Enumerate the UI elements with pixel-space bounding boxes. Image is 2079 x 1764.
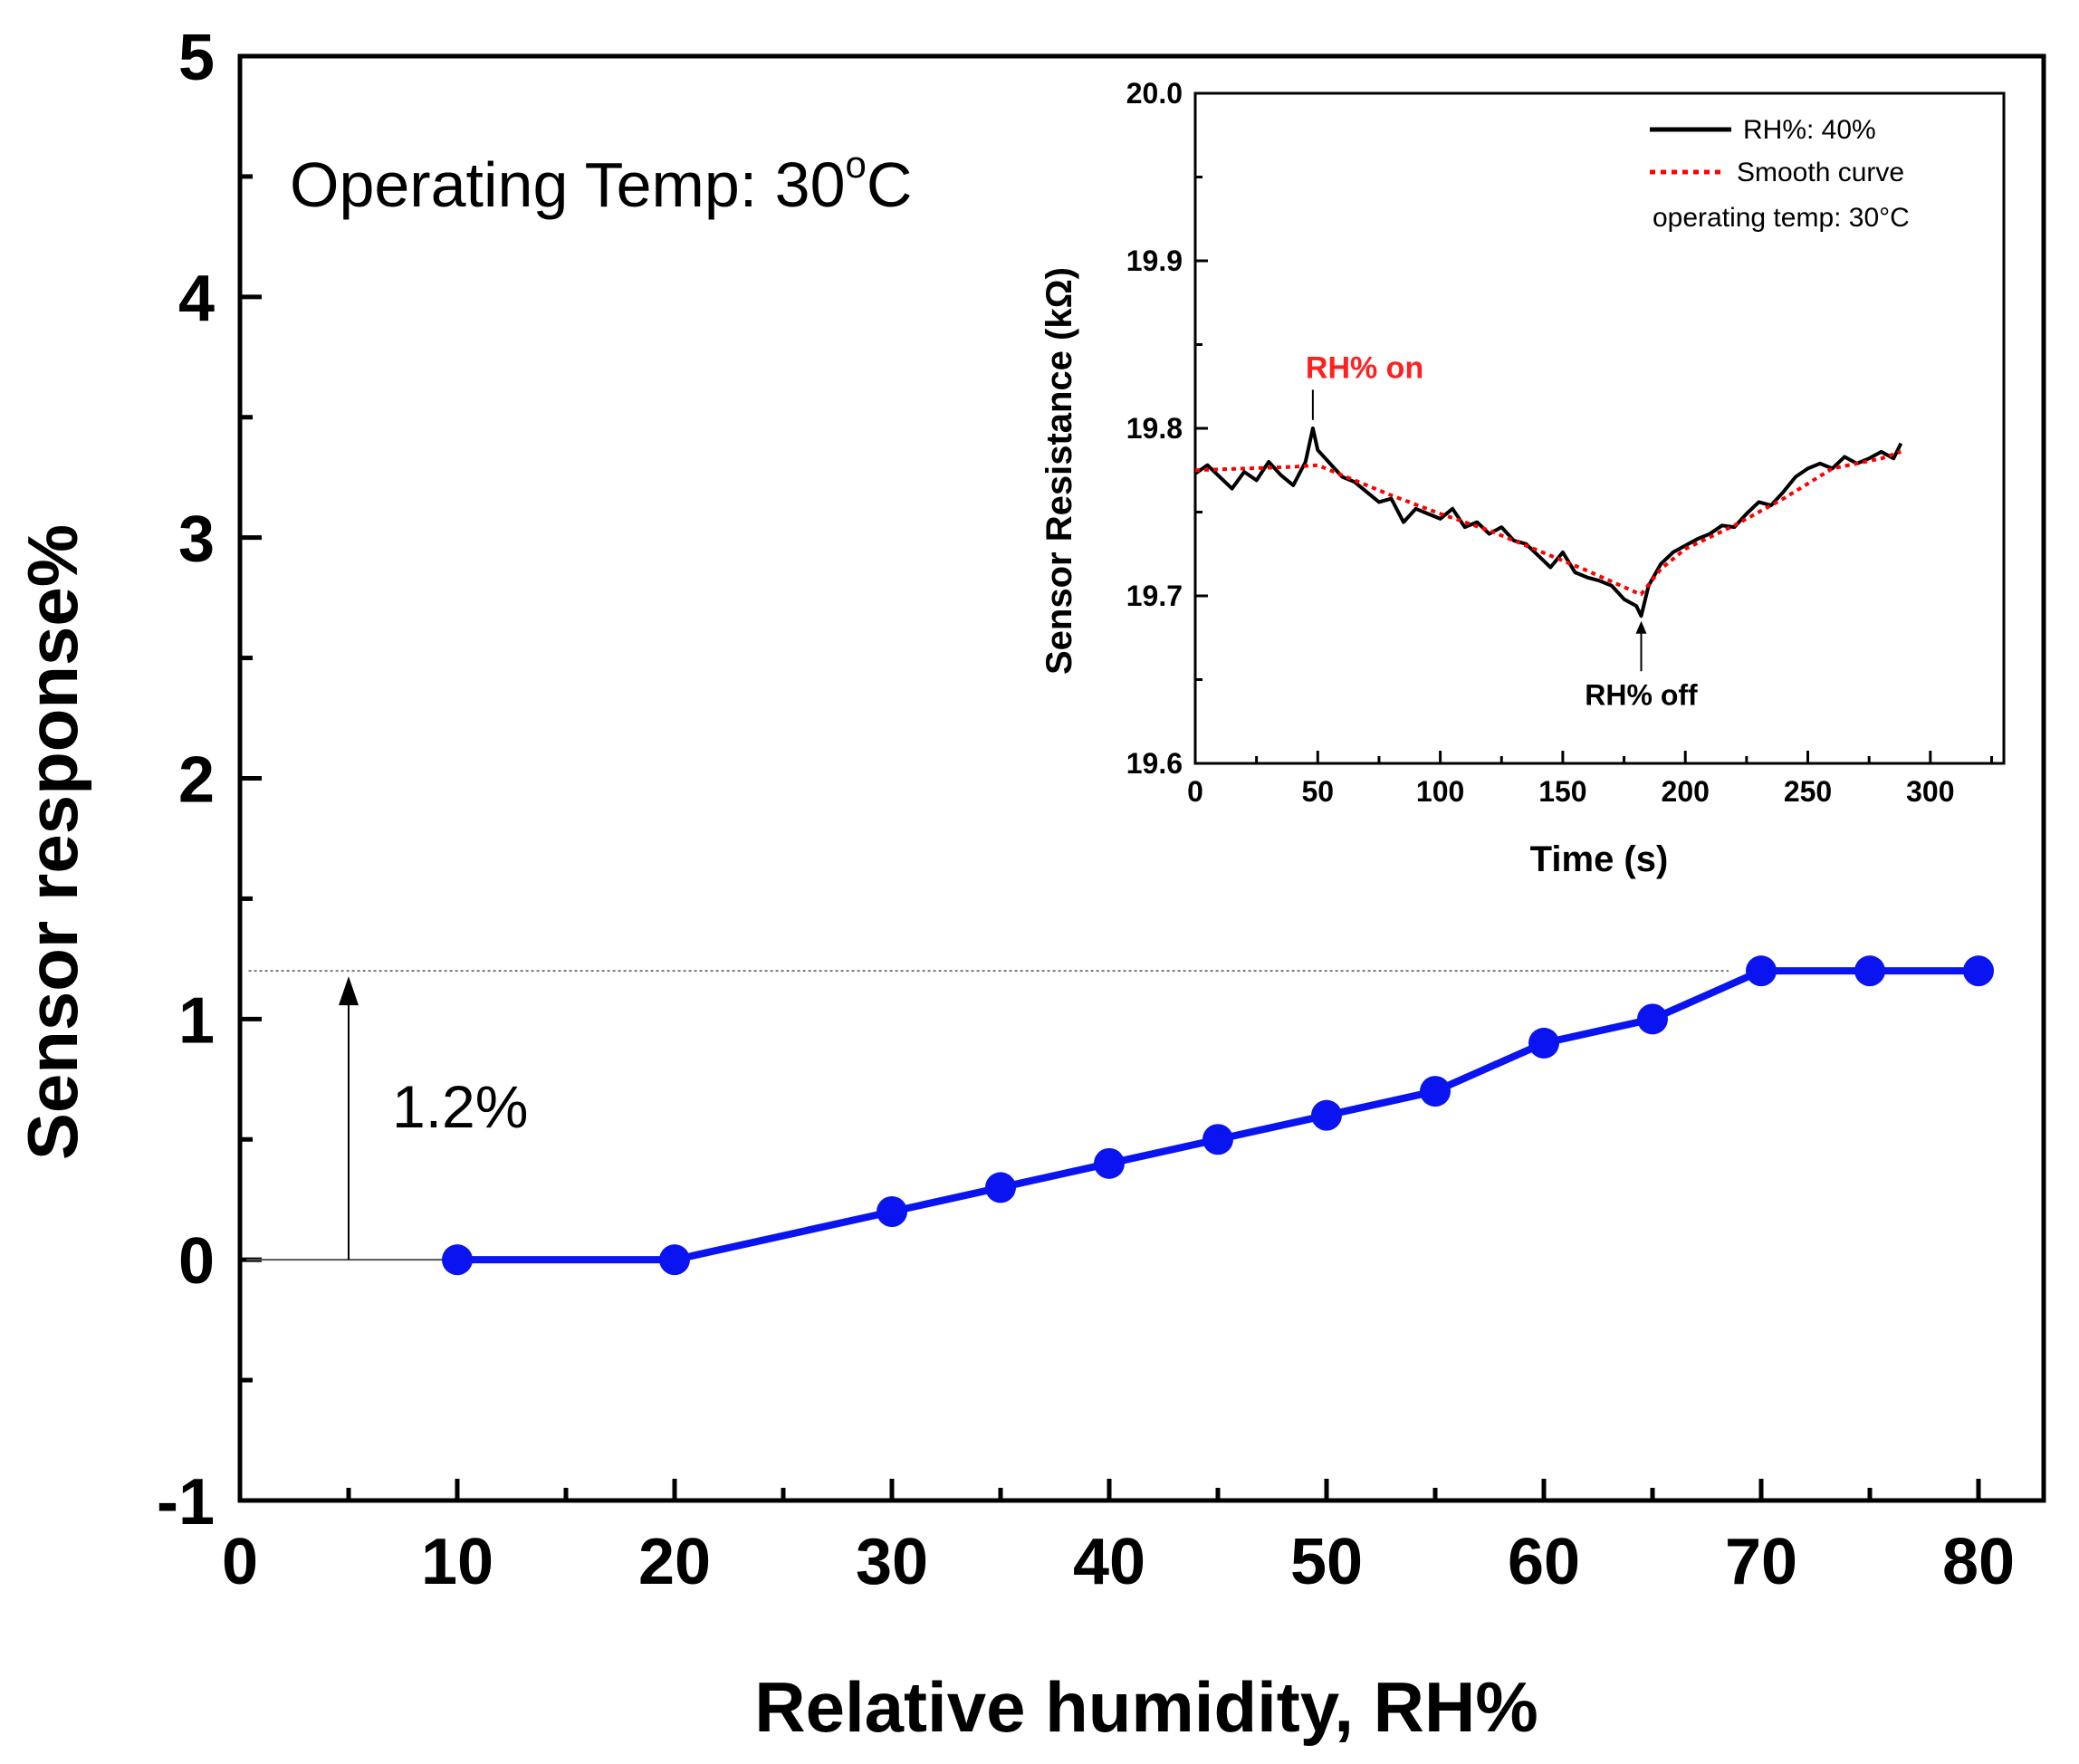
- main-y-ticks: [240, 53, 262, 1503]
- main-x-tick-label: 80: [1942, 1526, 2015, 1598]
- main-data-point: [1854, 955, 1885, 987]
- main-x-ticklabels: 0 10 20 30 40 50 60 70 80: [222, 1526, 2015, 1598]
- inset-y-tick-label: 19.7: [1126, 580, 1183, 612]
- inset-chart: 19.619.719.819.920.0 0 50 100 150 200 250 300 …: [1040, 77, 2006, 879]
- inset-y-tick-label: 19.8: [1126, 412, 1183, 445]
- main-y-tick-label: -1: [157, 1466, 215, 1539]
- response-arrowhead: [339, 976, 359, 1006]
- rh-off-label: RH% off: [1585, 678, 1698, 711]
- rh-on-label: RH% on: [1306, 351, 1423, 386]
- inset-y-ticks: [1195, 91, 1208, 765]
- main-data-point: [442, 1244, 473, 1276]
- main-y-tick-label: 5: [178, 22, 215, 94]
- main-y-tick-label: 2: [178, 744, 215, 817]
- main-x-ticks: [237, 1479, 1981, 1500]
- main-data-point: [1746, 955, 1777, 987]
- main-y-tick-label: 3: [178, 503, 215, 576]
- main-data-point: [1528, 1027, 1559, 1059]
- inset-x-tick-label: 250: [1784, 775, 1832, 808]
- rh-off-arrowhead: [1635, 620, 1647, 634]
- inset-x-tick-label: 150: [1538, 775, 1586, 808]
- inset-y-tick-label: 20.0: [1126, 77, 1183, 110]
- inset-y-tick-label: 19.6: [1126, 747, 1183, 780]
- main-data-point: [985, 1172, 1016, 1203]
- main-y-ticklabels: -1 0 1 2 3 4 5: [157, 22, 215, 1539]
- main-data-point: [1311, 1099, 1342, 1131]
- main-x-tick-label: 20: [638, 1526, 711, 1598]
- inset-x-axis-label: Time (s): [1530, 839, 1669, 879]
- main-y-tick-label: 0: [178, 1225, 215, 1298]
- main-x-tick-label: 30: [856, 1526, 928, 1598]
- inset-plot-frame: [1193, 91, 2006, 765]
- operating-temp-label: Operating Temp: 30oC: [290, 143, 912, 220]
- inset-y-ticklabels: 19.6 19.7 19.8 19.9 20.0: [1126, 77, 1183, 780]
- inset-y-tick-label: 19.9: [1126, 244, 1183, 277]
- inset-y-axis-label: Sensor Resistance (kΩ): [1040, 267, 1079, 675]
- main-y-tick-label: 1: [178, 984, 215, 1057]
- inset-smooth-series: [1194, 450, 1902, 597]
- main-x-tick-label: 60: [1508, 1526, 1580, 1598]
- inset-raw-series: [1193, 427, 1903, 618]
- main-data-point: [659, 1244, 690, 1276]
- main-data-point: [1420, 1076, 1451, 1107]
- main-data-point: [1637, 1003, 1668, 1035]
- main-x-axis-label: Relative humidity, RH%: [754, 1667, 1538, 1747]
- main-x-tick-label: 70: [1725, 1526, 1797, 1598]
- main-data-point: [1094, 1147, 1125, 1179]
- main-x-tick-label: 50: [1290, 1526, 1363, 1598]
- inset-x-tick-label: 0: [1187, 775, 1203, 808]
- main-x-tick-label: 0: [222, 1526, 258, 1598]
- inset-x-tick-label: 200: [1662, 775, 1710, 808]
- main-data-point: [1202, 1124, 1233, 1155]
- main-y-axis-label: Sensor response%: [13, 524, 92, 1160]
- main-series-points: [442, 955, 1994, 1276]
- legend-note: operating temp: 30°C: [1653, 203, 1910, 233]
- main-x-tick-label: 10: [421, 1526, 493, 1598]
- main-series-line: [457, 967, 1978, 1264]
- main-data-point: [877, 1196, 907, 1227]
- legend-label-smooth: Smooth curve: [1737, 158, 1904, 187]
- inset-x-tick-label: 50: [1302, 775, 1335, 808]
- legend-label-raw: RH%: 40%: [1743, 115, 1876, 145]
- response-label: 1.2%: [392, 1073, 528, 1140]
- inset-x-tick-label: 300: [1906, 775, 1954, 808]
- inset-x-tick-label: 100: [1416, 775, 1464, 808]
- main-y-tick-label: 4: [178, 263, 215, 335]
- main-data-point: [1963, 955, 1994, 987]
- inset-x-ticks: [1193, 751, 1993, 763]
- main-x-tick-label: 40: [1073, 1526, 1145, 1598]
- inset-x-ticklabels: 0 50 100 150 200 250 300: [1187, 775, 1954, 808]
